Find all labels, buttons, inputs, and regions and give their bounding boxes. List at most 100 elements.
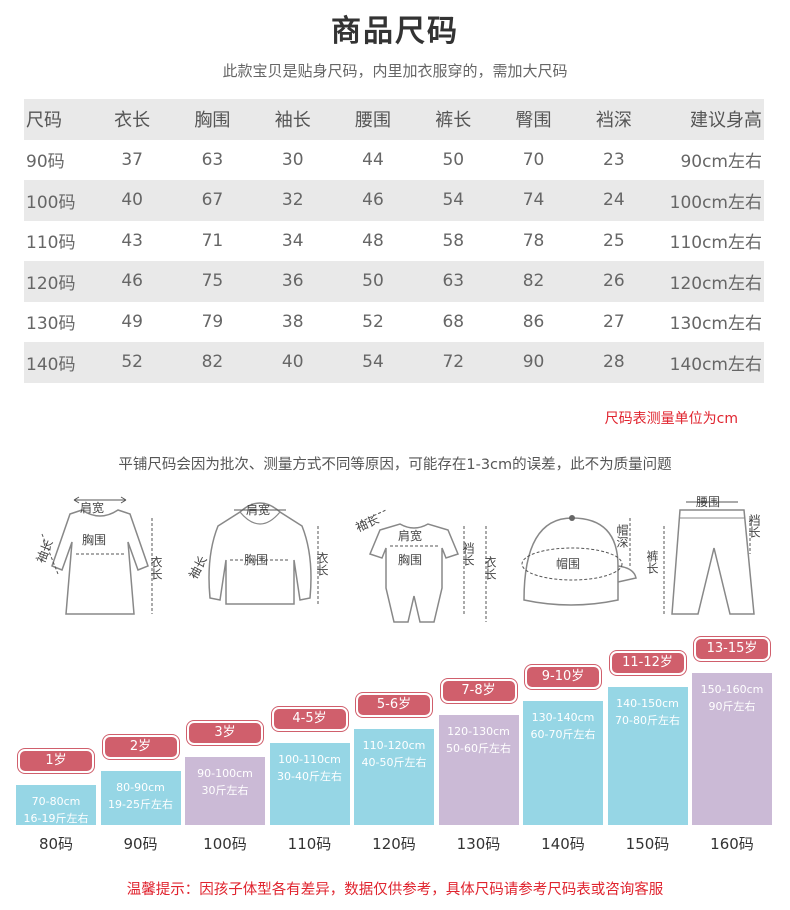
table-cell: 52 — [362, 311, 384, 332]
table-header: 袖长 — [274, 110, 311, 132]
table-cell: 28 — [603, 352, 625, 373]
age-column: 7-8岁 120-130cm 50-60斤左右 — [438, 679, 519, 825]
table-cell: 40 — [281, 352, 304, 373]
hoodie-length-label: 衣长 — [315, 551, 329, 576]
table-cell: 79 — [201, 311, 224, 332]
table-cell: 68 — [442, 311, 465, 332]
measurement-diagrams: 肩宽 胸围 袖长 衣长 肩宽 胸围 袖长 衣长 袖长 肩宽 胸围 — [0, 495, 790, 626]
table-cell: 38 — [281, 311, 304, 332]
pants-illustration: 腰围 裤长 裆长 — [645, 495, 761, 615]
height-range: 150-160cm — [700, 683, 764, 696]
weight-range: 30-40斤左右 — [277, 770, 342, 783]
romper-sleeve-label: 袖长 — [353, 511, 381, 534]
table-cell: 27 — [603, 311, 625, 332]
table-header: 衣长 — [114, 110, 151, 132]
dress-shoulder-label: 肩宽 — [80, 500, 104, 515]
age-column: 3岁 90-100cm 30斤左右 — [185, 721, 265, 825]
age-badge: 5-6岁 — [356, 693, 432, 717]
weight-range: 19-25斤左右 — [108, 798, 173, 811]
table-cell: 130cm左右 — [669, 314, 762, 335]
table-cell: 48 — [362, 230, 384, 251]
table-header: 裤长 — [435, 110, 472, 132]
dress-illustration: 肩宽 胸围 袖长 衣长 — [33, 496, 163, 615]
romper-shoulder-label: 肩宽 — [398, 528, 422, 543]
table-cell: 32 — [281, 190, 304, 211]
unit-note: 尺码表测量单位为cm — [604, 411, 738, 427]
table-cell: 26 — [603, 271, 625, 292]
table-header: 尺码 — [26, 110, 62, 132]
table-cell: 110cm左右 — [669, 233, 762, 254]
age-column: 5-6岁 110-120cm 40-50斤左右 — [354, 693, 434, 825]
table-cell: 34 — [281, 230, 304, 251]
size-label: 160码 — [710, 835, 754, 853]
hat-depth-label: 帽深 — [615, 523, 629, 548]
romper-crotch-label: 裆长 — [461, 542, 475, 566]
height-range: 70-80cm — [31, 795, 81, 808]
age-badge: 1岁 — [18, 749, 94, 773]
size-label: 140码 — [541, 835, 585, 853]
height-weight-bar: 70-80cm 16-19斤左右 — [16, 785, 96, 825]
table-cell: 24 — [603, 190, 625, 211]
romper-diagram: 袖长 肩宽 胸围 裆长 衣长 — [352, 496, 502, 626]
table-cell: 40 — [121, 190, 143, 211]
dress-chest-label: 胸围 — [82, 532, 106, 547]
pants-crotch-label: 裆长 — [747, 514, 761, 538]
size-label: 100码 — [203, 835, 247, 853]
height-weight-bar: 90-100cm 30斤左右 — [185, 757, 265, 825]
age-badge: 4-5岁 — [271, 707, 348, 731]
height-range: 120-130cm — [447, 725, 510, 738]
table-cell: 100cm左右 — [669, 192, 762, 213]
size-label: 150码 — [625, 835, 670, 853]
age-size-chart: 1岁 70-80cm 16-19斤左右 80码 2岁 80-90cm 19-25斤左右 90码… — [0, 637, 790, 860]
table-cell: 70 — [522, 149, 545, 170]
table-cell: 44 — [362, 149, 384, 170]
hat-illustration: 帽围 帽深 — [521, 515, 637, 606]
height-range: 130-140cm — [531, 711, 595, 724]
weight-range: 60-70斤左右 — [530, 728, 596, 741]
table-cell: 140码 — [26, 354, 76, 375]
table-cell: 63 — [201, 149, 224, 170]
age-badge: 13-15岁 — [694, 637, 770, 661]
height-range: 110-120cm — [362, 739, 426, 752]
hoodie-illustration: 肩宽 胸围 袖长 衣长 — [185, 502, 329, 605]
height-weight-bar: 130-140cm 60-70斤左右 — [523, 701, 603, 825]
table-cell: 75 — [201, 271, 224, 292]
romper-chest-label: 胸围 — [398, 552, 422, 567]
table-header: 臀围 — [515, 110, 552, 132]
table-cell: 82 — [522, 271, 545, 292]
weight-range: 16-19斤左右 — [23, 812, 89, 825]
table-header: 建议身高 — [690, 110, 762, 132]
table-cell: 30 — [281, 149, 304, 170]
table-header-row: 尺码 衣长 胸围 袖长 腰围 裤长 臀围 裆深 建议身高 — [24, 99, 764, 140]
table-row: 140码 52 82 40 54 72 90 28 140cm左右 — [24, 342, 764, 383]
table-row: 100码 40 67 32 46 54 74 24 100cm左右 — [24, 180, 764, 221]
height-range: 90-100cm — [197, 767, 253, 780]
hoodie-chest-label: 胸围 — [244, 552, 268, 567]
table-cell: 82 — [201, 352, 224, 373]
table-cell: 110码 — [26, 233, 76, 254]
table-cell: 46 — [121, 271, 143, 292]
page-title: 商品尺码 — [331, 14, 459, 49]
table-body: 90码 37 63 30 44 50 70 23 90cm左右 100码 40 67 32 46 54 74 2… — [24, 140, 764, 383]
size-label: 90码 — [123, 835, 158, 853]
pants-length-label: 裤长 — [645, 550, 659, 574]
table-cell: 43 — [121, 230, 143, 251]
table-cell: 90 — [522, 352, 545, 373]
table-cell: 52 — [121, 352, 143, 373]
table-row: 110码 43 71 34 48 58 78 25 110cm左右 — [24, 221, 764, 262]
height-weight-bar: 110-120cm 40-50斤左右 — [354, 729, 434, 825]
romper-length-label: 衣长 — [483, 555, 497, 580]
table-cell: 90cm左右 — [680, 152, 762, 173]
age-badge: 9-10岁 — [525, 665, 601, 689]
pants-diagram: 腰围 裤长 裆长 — [645, 495, 780, 626]
table-cell: 25 — [603, 230, 625, 251]
size-label: 120码 — [372, 835, 416, 853]
age-badge: 11-12岁 — [609, 651, 686, 675]
table-cell: 90码 — [26, 152, 65, 173]
table-cell: 100码 — [26, 192, 76, 213]
table-cell: 37 — [121, 149, 143, 170]
tolerance-note: 平铺尺码会因为批次、测量方式不同等原因，可能存在1-3cm的误差，此不为质量问题 — [118, 457, 672, 473]
hat-circumference-label: 帽围 — [556, 556, 580, 571]
hat-diagram: 帽围 帽深 — [514, 496, 644, 626]
weight-range: 30斤左右 — [201, 784, 249, 797]
